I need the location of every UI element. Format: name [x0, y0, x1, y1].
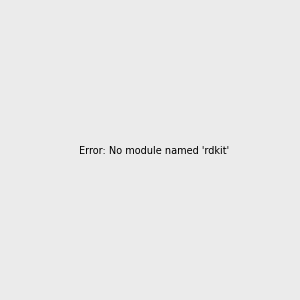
- Text: Error: No module named 'rdkit': Error: No module named 'rdkit': [79, 146, 229, 157]
